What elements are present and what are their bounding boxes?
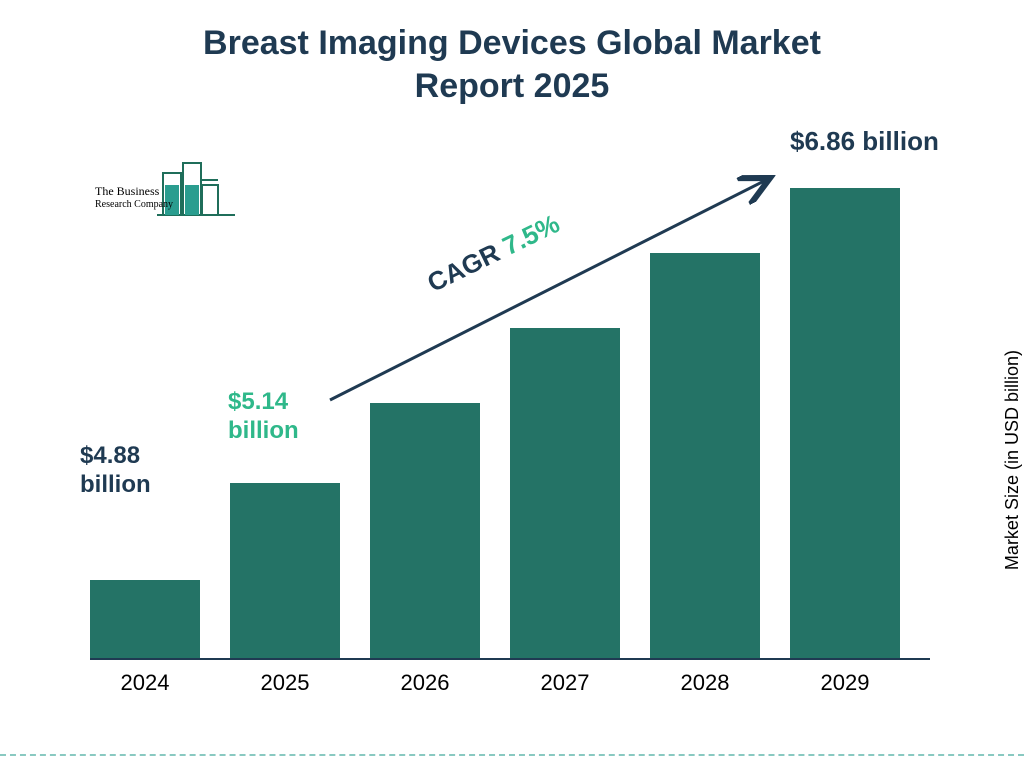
- y-axis-label: Market Size (in USD billion): [1002, 350, 1023, 570]
- data-label: $4.88billion: [80, 442, 151, 500]
- footer-dashed-line: [0, 754, 1024, 756]
- x-axis-label: 2027: [510, 670, 620, 696]
- bar: [370, 403, 480, 658]
- title-line1: Breast Imaging Devices Global Market: [203, 24, 821, 62]
- x-axis-label: 2024: [90, 670, 200, 696]
- x-axis-label: 2029: [790, 670, 900, 696]
- x-axis-label: 2026: [370, 670, 480, 696]
- page-title: Breast Imaging Devices Global Market Rep…: [0, 0, 1024, 107]
- bar: [790, 188, 900, 658]
- bar-chart: 2024 2025 2026 2027 2028 2029: [90, 140, 930, 700]
- x-axis-label: 2025: [230, 670, 340, 696]
- title-line2: Report 2025: [415, 67, 610, 105]
- data-label: $6.86 billion: [790, 126, 939, 157]
- x-axis-label: 2028: [650, 670, 760, 696]
- bar: [510, 328, 620, 658]
- x-axis-labels: 2024 2025 2026 2027 2028 2029: [90, 664, 930, 700]
- bar: [90, 580, 200, 658]
- bar: [230, 483, 340, 658]
- data-label: $5.14billion: [228, 388, 299, 446]
- bar: [650, 253, 760, 658]
